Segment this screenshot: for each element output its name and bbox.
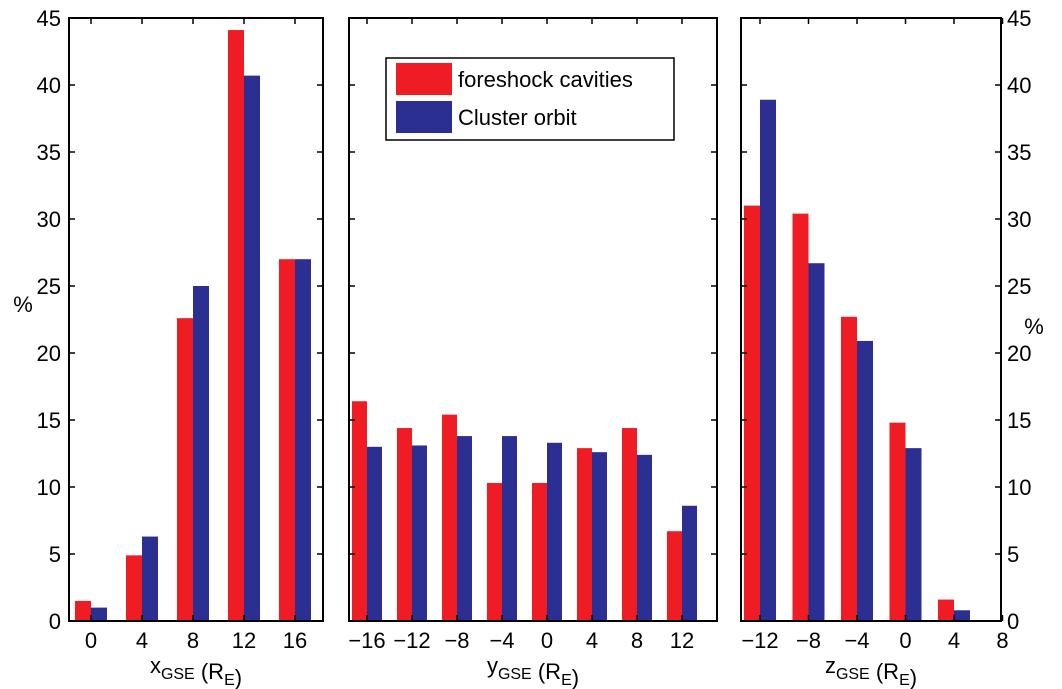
x-axis-label-y: yGSE (RE) <box>487 653 579 689</box>
xtick-label-y: −4 <box>489 628 514 653</box>
bar-z-s1-4 <box>938 599 954 621</box>
bar-x-s1-2 <box>177 318 193 621</box>
ytick-label-z: 10 <box>1007 475 1031 500</box>
ytick-label-x: 40 <box>37 73 61 98</box>
xtick-label-z: −12 <box>741 628 778 653</box>
ytick-label-z: 20 <box>1007 341 1031 366</box>
bar-z-s2-2 <box>857 340 873 621</box>
bar-x-s1-0 <box>75 600 91 621</box>
xtick-label-z: 4 <box>948 628 960 653</box>
xtick-label-x: 8 <box>187 628 199 653</box>
x-axis-label-z: zGSE (RE) <box>825 653 917 689</box>
ytick-label-z: 5 <box>1007 542 1019 567</box>
bar-x-s2-0 <box>91 607 107 621</box>
bar-y-s1-6 <box>622 428 637 621</box>
ytick-label-x: 30 <box>37 207 61 232</box>
bar-y-s1-5 <box>577 448 592 621</box>
bar-z-s1-2 <box>841 316 857 621</box>
xtick-label-z: −8 <box>796 628 821 653</box>
xtick-label-y: 0 <box>541 628 553 653</box>
panel-z: 0 5 10 15 20 25 30 35 40 45 −12 −8 −4 0 4 8 zGSE (RE)% <box>740 6 1044 689</box>
xtick-label-y: −8 <box>444 628 469 653</box>
ytick-label-x: 10 <box>37 475 61 500</box>
bar-x-s1-1 <box>126 555 142 621</box>
bar-y-s1-3 <box>487 482 502 621</box>
xtick-label-z: 0 <box>899 628 911 653</box>
ytick-label-x: 0 <box>49 609 61 634</box>
bar-x-s2-2 <box>193 286 209 621</box>
bar-z-s2-1 <box>808 263 825 621</box>
ytick-label-z: 15 <box>1007 408 1031 433</box>
ytick-label-z: 30 <box>1007 207 1031 232</box>
y-axis-label-x: % <box>13 292 33 317</box>
bar-z-s2-0 <box>760 99 776 622</box>
bar-x-s2-1 <box>142 536 158 621</box>
ytick-label-z: 35 <box>1007 140 1031 165</box>
bar-x-s1-3 <box>228 30 244 622</box>
bar-z-s1-0 <box>744 205 760 621</box>
legend: foreshock cavities Cluster orbit <box>385 57 675 141</box>
bar-y-s2-6 <box>637 454 652 621</box>
x-axis-label-x: xGSE (RE) <box>150 653 242 689</box>
bar-y-s2-3 <box>502 436 517 621</box>
ytick-label-z: 25 <box>1007 274 1031 299</box>
axes-box-z <box>740 17 1002 622</box>
bar-z-s1-1 <box>792 213 809 621</box>
xtick-label-y: −16 <box>348 628 385 653</box>
bar-x-s2-3 <box>244 75 260 622</box>
legend-swatch-2 <box>396 101 452 133</box>
xtick-label-y: 12 <box>670 628 694 653</box>
ytick-label-x: 20 <box>37 341 61 366</box>
axes-box-x <box>68 17 324 622</box>
axes-box-y <box>348 17 718 622</box>
bar-y-s1-7 <box>667 531 682 621</box>
bar-y-s1-4 <box>532 482 547 621</box>
bar-y-s1-1 <box>397 428 412 621</box>
bar-x-s1-4 <box>279 259 295 621</box>
xtick-label-z: −4 <box>844 628 869 653</box>
xtick-label-y: −12 <box>393 628 430 653</box>
xtick-label-x: 4 <box>136 628 148 653</box>
xtick-label-x: 12 <box>232 628 256 653</box>
bar-y-s1-2 <box>442 414 457 621</box>
bar-y-s2-2 <box>457 436 472 621</box>
bar-y-s1-0 <box>352 401 367 621</box>
ytick-label-x: 25 <box>37 274 61 299</box>
legend-label-1: foreshock cavities <box>458 67 633 92</box>
bar-y-s2-4 <box>547 442 562 621</box>
legend-label-2: Cluster orbit <box>458 105 577 130</box>
xtick-label-x: 0 <box>85 628 97 653</box>
xtick-label-x: 16 <box>283 628 307 653</box>
bar-z-s2-4 <box>954 610 970 621</box>
ytick-label-x: 5 <box>49 542 61 567</box>
ytick-label-x: 45 <box>37 6 61 31</box>
bar-y-s2-1 <box>412 445 427 621</box>
ytick-label-z: 0 <box>1007 609 1019 634</box>
bar-y-s2-7 <box>682 505 697 621</box>
bar-y-s2-0 <box>367 446 382 621</box>
ytick-label-z: 40 <box>1007 73 1031 98</box>
bar-z-s1-3 <box>889 422 906 621</box>
panel-x: 0 5 10 15 20 25 30 35 40 45 0 4 8 12 16 xGSE (RE)% <box>13 6 324 689</box>
bar-x-s2-4 <box>295 259 311 621</box>
xtick-label-z: 8 <box>996 628 1008 653</box>
ytick-label-z: 45 <box>1007 6 1031 31</box>
bar-y-s2-5 <box>592 452 607 621</box>
ytick-label-x: 15 <box>37 408 61 433</box>
xtick-label-y: 8 <box>631 628 643 653</box>
xtick-label-y: 4 <box>586 628 598 653</box>
bar-z-s2-3 <box>905 448 922 621</box>
y-axis-label-z: % <box>1024 314 1044 339</box>
legend-swatch-1 <box>396 63 452 95</box>
panel-y: −16 −12 −8 −4 0 4 8 12 yGSE (RE) <box>348 17 718 689</box>
ytick-label-x: 35 <box>37 140 61 165</box>
